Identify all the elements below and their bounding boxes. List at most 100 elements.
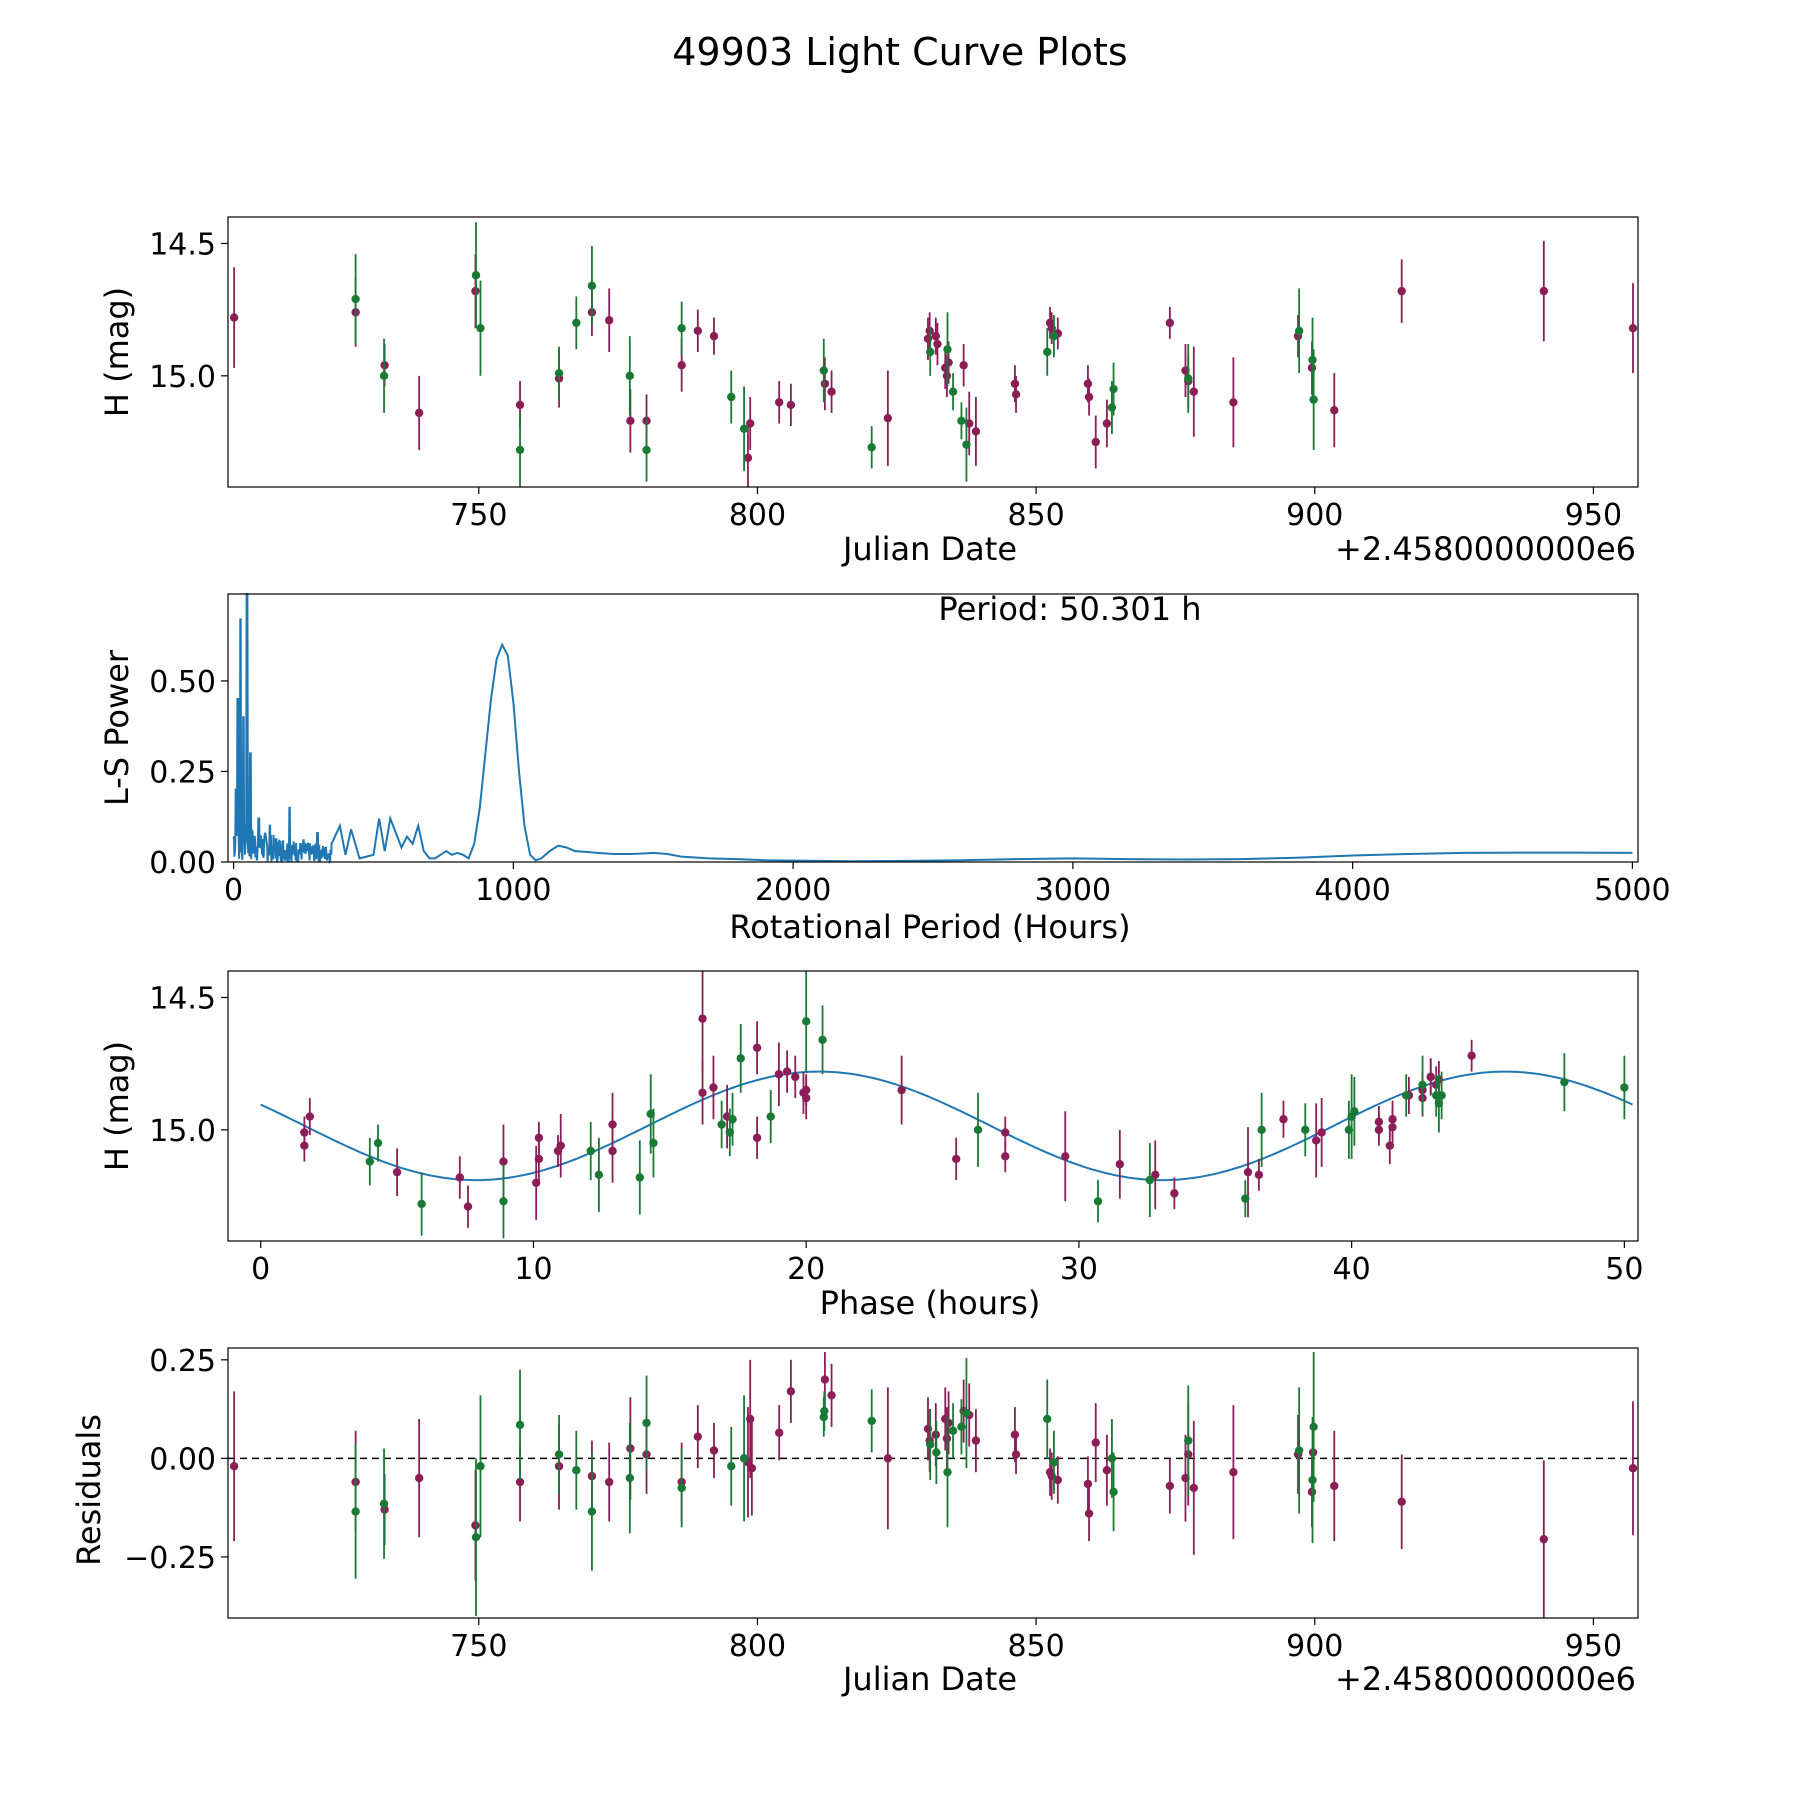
residuals-point <box>1083 1479 1093 1489</box>
residuals-xtick-label: 750 <box>450 1629 507 1664</box>
lightcurve-point <box>959 361 968 370</box>
residuals-ytick-label: −0.25 <box>124 1541 216 1576</box>
phased-point <box>1467 1051 1476 1060</box>
residuals-point <box>739 1454 749 1463</box>
phased-point <box>698 1088 707 1097</box>
periodogram-xlabel: Rotational Period (Hours) <box>729 908 1130 946</box>
phased-point <box>499 1197 508 1206</box>
phased-point <box>897 1085 906 1095</box>
phased-point <box>1388 1115 1397 1124</box>
phased-point <box>698 1014 707 1023</box>
periodogram-xtick-label: 5000 <box>1594 873 1670 908</box>
periodogram-marks <box>232 593 1633 865</box>
lightcurve-point <box>515 445 525 455</box>
lightcurve-point <box>1165 318 1175 328</box>
figure-title: 49903 Light Curve Plots <box>672 30 1127 74</box>
residuals-point <box>587 1507 597 1516</box>
residuals-point <box>1397 1497 1406 1506</box>
lightcurve-xtick-label: 800 <box>729 498 786 533</box>
lightcurve-point <box>827 387 836 396</box>
phased-point <box>752 1043 762 1052</box>
lightcurve-point <box>229 313 239 322</box>
lightcurve-point <box>1049 331 1059 341</box>
phased-point <box>1257 1125 1266 1135</box>
residuals-xtick-label: 950 <box>1565 1629 1622 1664</box>
residuals-point <box>926 1440 935 1449</box>
residuals-point <box>605 1477 614 1487</box>
lightcurve-point <box>642 445 651 455</box>
residuals-point <box>572 1465 581 1475</box>
lightcurve-point <box>971 427 981 436</box>
periodogram-panel: 0 1000 2000 3000 4000 5000 0.00 0.25 0.50 Period… <box>98 590 1671 946</box>
phased-point <box>586 1146 595 1156</box>
phased-point <box>791 1072 800 1082</box>
phased-point <box>801 1085 811 1095</box>
lightcurve-point <box>1397 286 1406 296</box>
lightcurve-point <box>587 281 597 291</box>
residuals-point <box>1189 1483 1199 1493</box>
residuals-point <box>1330 1481 1339 1491</box>
lightcurve-point <box>1539 286 1549 296</box>
residuals-point <box>515 1477 525 1487</box>
residuals-ylabel: Residuals <box>70 1414 108 1566</box>
residuals-point <box>820 1375 830 1384</box>
phased-axes-frame <box>227 970 1639 1242</box>
residuals-point <box>932 1448 941 1457</box>
residuals-point <box>229 1462 239 1471</box>
phased-point <box>951 1154 961 1164</box>
residuals-point <box>957 1422 966 1432</box>
phased-point <box>1437 1091 1446 1100</box>
lightcurve-point <box>1091 437 1100 447</box>
lightcurve-point <box>572 318 581 328</box>
residuals-point <box>642 1418 651 1428</box>
lightcurve-ticks: 750 800 850 900 950 14.5 15.0 <box>149 227 1622 533</box>
phased-point <box>1241 1194 1250 1203</box>
phased-point <box>534 1154 544 1164</box>
lightcurve-point <box>1229 398 1238 407</box>
lightcurve-point <box>743 453 753 463</box>
residuals-point <box>1091 1438 1100 1447</box>
lightcurve-xlabel: Julian Date <box>841 530 1017 568</box>
phased-point <box>300 1128 309 1137</box>
phased-point <box>1279 1115 1288 1124</box>
phased-point <box>534 1133 544 1142</box>
residuals-point <box>774 1428 784 1437</box>
lightcurve-point <box>1330 406 1339 415</box>
phased-ylabel: H (mag) <box>98 1041 136 1171</box>
residuals-point <box>867 1416 876 1426</box>
phased-point <box>373 1138 383 1148</box>
residuals-point <box>677 1483 686 1493</box>
lightcurve-point <box>1628 323 1638 333</box>
lightcurve-point <box>1294 326 1304 336</box>
phased-point <box>608 1120 617 1129</box>
residuals-point <box>943 1467 952 1477</box>
phased-point <box>782 1067 792 1076</box>
lightcurve-point <box>727 392 736 402</box>
residuals-point <box>1165 1481 1175 1491</box>
lightcurve-point <box>414 408 424 418</box>
phased-point <box>649 1138 658 1148</box>
lightcurve-point <box>1011 390 1021 399</box>
lightcurve-point <box>1084 392 1094 402</box>
lightcurve-axes-frame <box>227 216 1639 488</box>
phased-panel: 0 10 20 30 40 50 14.5 15.0 Phase (hours) H (mag… <box>98 970 1643 1322</box>
phased-ytick-label: 14.5 <box>149 981 216 1016</box>
phased-point <box>736 1054 745 1063</box>
lightcurve-point <box>1309 395 1318 404</box>
lightcurve-point <box>1189 387 1199 396</box>
residuals-point <box>1308 1475 1317 1485</box>
lightcurve-point <box>605 316 614 325</box>
residuals-point <box>786 1387 796 1396</box>
lightcurve-point <box>1107 403 1117 412</box>
phased-xtick-label: 20 <box>787 1252 825 1287</box>
phased-point <box>752 1133 762 1142</box>
residuals-point <box>476 1462 485 1471</box>
phased-point <box>709 1083 718 1092</box>
periodogram-xtick-label: 1000 <box>475 873 551 908</box>
residuals-xtick-label: 850 <box>1007 1629 1064 1664</box>
lightcurve-point <box>515 400 525 410</box>
residuals-point <box>693 1432 703 1441</box>
residuals-offset-text: +2.4580000000e6 <box>1335 1660 1636 1698</box>
phased-point <box>728 1115 737 1124</box>
